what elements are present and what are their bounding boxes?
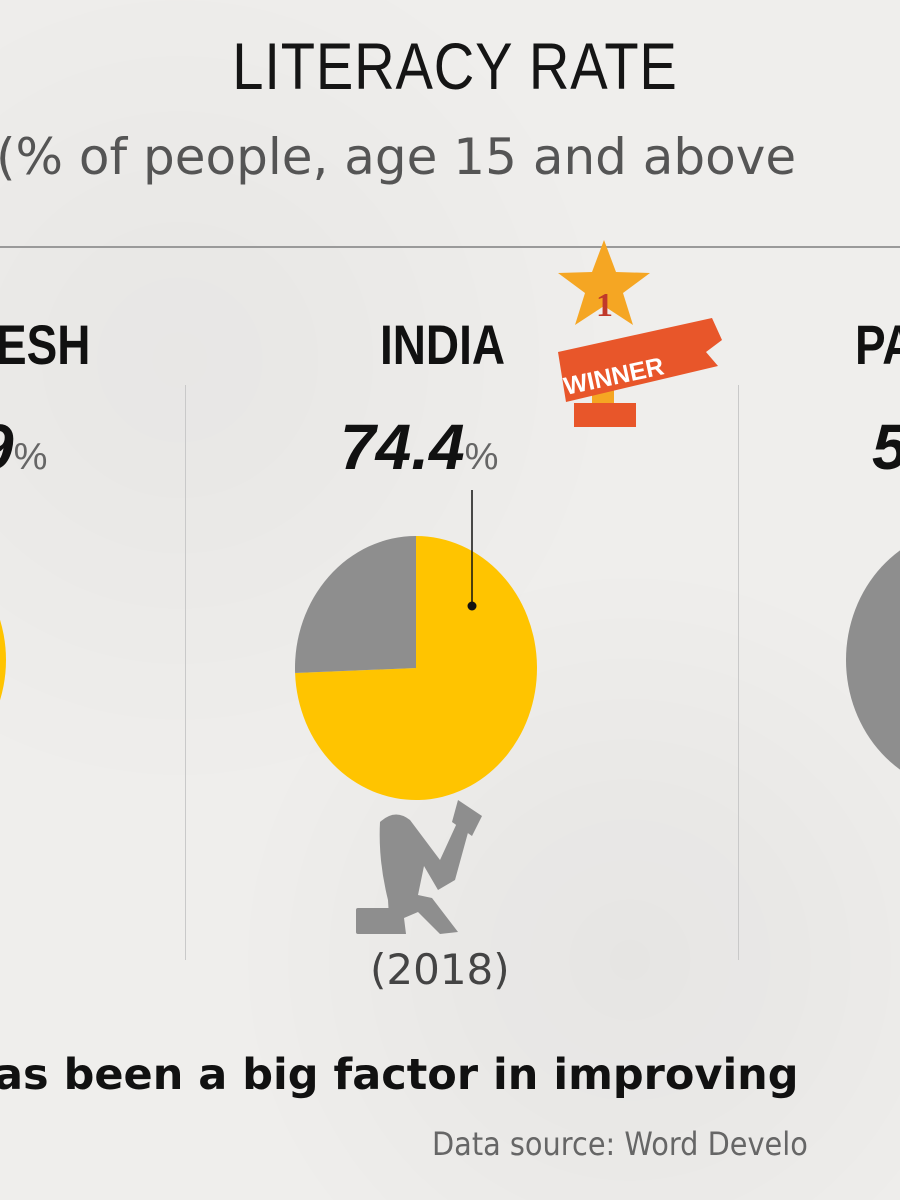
pie-slice-literate: [295, 536, 537, 800]
badge-rank: 1: [596, 287, 613, 324]
value-number: 74.4: [340, 411, 465, 483]
country-name-bangladesh: ESH: [0, 313, 91, 376]
value-number: 9: [0, 411, 14, 483]
footnote-text: as been a big factor in improving: [0, 1050, 799, 1100]
person-reading-icon: [356, 800, 482, 934]
country-value-india: 74.4%: [340, 410, 498, 484]
star-trophy-badge-icon: 1 WINNER: [558, 240, 722, 427]
pie-pakistan-partial: [846, 550, 900, 770]
chart-title: LITERACY RATE: [232, 29, 678, 103]
pie-india: [295, 536, 537, 800]
chart-subtitle: (% of people, age 15 and above: [0, 128, 796, 186]
pie-bangladesh-partial: [0, 619, 6, 701]
country-name-pakistan: PA: [855, 313, 900, 376]
value-unit: %: [13, 436, 48, 478]
country-value-bangladesh: 9%: [0, 410, 47, 484]
header-divider: [0, 246, 900, 248]
country-value-pakistan: 5: [872, 410, 900, 484]
pie-slice-not-literate: [295, 536, 416, 673]
subtitle-text: % of people, age 15 and above: [15, 128, 797, 186]
year-label: (2018): [370, 945, 510, 994]
data-source: Data source: Word Develo: [432, 1125, 808, 1163]
country-name-india: INDIA: [380, 313, 506, 376]
column-divider: [185, 385, 186, 960]
leader-dot: [467, 601, 477, 611]
value-unit: %: [464, 436, 499, 478]
column-divider: [738, 385, 739, 960]
